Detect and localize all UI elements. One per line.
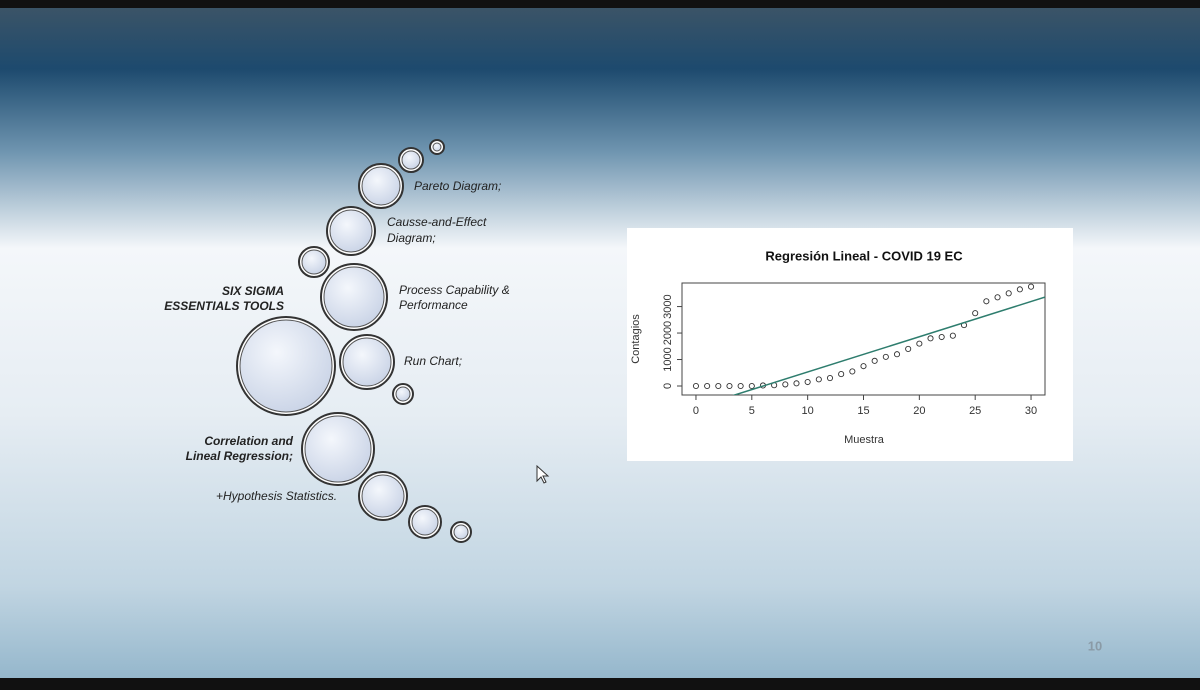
data-point — [916, 340, 923, 347]
data-point — [871, 357, 878, 364]
data-point — [715, 382, 722, 390]
item: Diagram; — [387, 231, 436, 245]
data-point — [782, 381, 789, 388]
top-bar — [0, 0, 1200, 8]
data-point — [826, 375, 834, 382]
x-tick-label: 20 — [913, 405, 925, 417]
heading: ESSENTIALS TOOLS — [164, 299, 284, 313]
bubble-inner — [395, 386, 411, 402]
item: Causse-and-Effect — [387, 215, 487, 229]
x-tick-label: 5 — [749, 405, 755, 417]
data-point — [1027, 283, 1035, 290]
chart-panel — [627, 228, 1073, 461]
bubble-inner — [342, 337, 392, 387]
x-tick-label: 15 — [857, 405, 869, 417]
data-point — [927, 335, 934, 342]
highlight: Lineal Regression; — [186, 449, 293, 463]
data-point — [815, 376, 822, 383]
data-point — [692, 382, 700, 390]
x-axis-label: Muestra — [844, 434, 885, 446]
data-point — [804, 378, 811, 386]
y-tick-label: 1000 — [662, 347, 674, 371]
y-axis-label: Contagios — [630, 314, 642, 364]
data-point — [938, 333, 945, 341]
heading: SIX SIGMA — [222, 284, 284, 298]
data-point — [726, 382, 733, 390]
bubble-inner — [361, 474, 405, 518]
y-tick-label: 3000 — [662, 294, 674, 318]
bubble-inner — [329, 209, 373, 253]
bubble-inner — [304, 415, 372, 483]
x-tick-label: 25 — [969, 405, 981, 417]
bubbles — [236, 139, 472, 543]
data-point — [849, 368, 856, 375]
bubble-inner — [411, 508, 439, 536]
item: +Hypothesis Statistics. — [216, 489, 337, 503]
bottom-bar — [0, 678, 1200, 690]
data-point — [949, 332, 956, 339]
chart-title: Regresión Lineal - COVID 19 EC — [765, 248, 963, 263]
data-point — [1016, 286, 1023, 293]
data-point — [860, 363, 867, 370]
data-point — [994, 294, 1001, 301]
x-tick-label: 30 — [1025, 405, 1037, 417]
y-tick-label: 0 — [662, 383, 674, 389]
bubble-inner — [453, 524, 469, 540]
data-point — [983, 298, 990, 305]
item: Run Chart; — [404, 354, 462, 368]
item: Process Capability & — [399, 283, 510, 297]
data-point — [1005, 290, 1012, 297]
data-point — [905, 345, 912, 352]
bubble-inner — [323, 266, 385, 328]
data-point — [972, 310, 979, 317]
bubble-inner — [361, 166, 401, 206]
data-point — [748, 382, 755, 390]
data-point — [793, 380, 800, 387]
data-point — [893, 351, 901, 358]
data-point — [882, 353, 889, 360]
item: Performance — [399, 298, 468, 312]
x-tick-label: 10 — [802, 405, 814, 417]
bubble-inner — [401, 150, 421, 170]
x-tick-label: 0 — [693, 405, 699, 417]
y-tick-label: 2000 — [662, 321, 674, 345]
bubble-inner — [301, 249, 327, 275]
page-number: 10 — [1088, 638, 1102, 653]
data-point — [737, 382, 744, 390]
bubble-inner — [239, 319, 333, 413]
item: Pareto Diagram; — [414, 179, 501, 193]
data-point — [704, 382, 711, 390]
bubble-inner — [432, 142, 442, 152]
regression-line — [732, 296, 1045, 395]
highlight: Correlation and — [204, 434, 293, 448]
mouse-cursor — [536, 464, 550, 484]
data-point — [838, 371, 845, 378]
